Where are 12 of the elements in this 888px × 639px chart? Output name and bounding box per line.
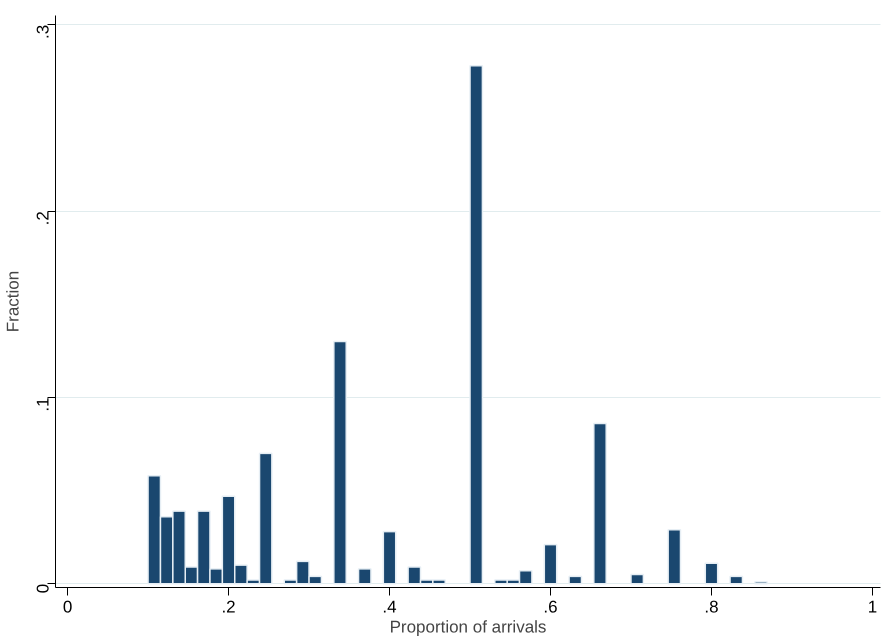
- x-tick-label: .2: [221, 598, 236, 616]
- y-axis-title: Fraction: [4, 270, 22, 332]
- x-tick-label: 0: [62, 598, 72, 616]
- x-tick-label: .4: [382, 598, 397, 616]
- x-tick-label: 1: [868, 598, 878, 616]
- y-tick-label: 0: [34, 584, 52, 594]
- y-tick-label: .2: [34, 211, 52, 226]
- x-tick-label: .6: [543, 598, 558, 616]
- y-tick-label: .3: [34, 24, 52, 39]
- x-tick-label: .8: [704, 598, 719, 616]
- x-axis-title: Proportion of arrivals: [390, 618, 546, 636]
- y-tick-label: .1: [34, 397, 52, 412]
